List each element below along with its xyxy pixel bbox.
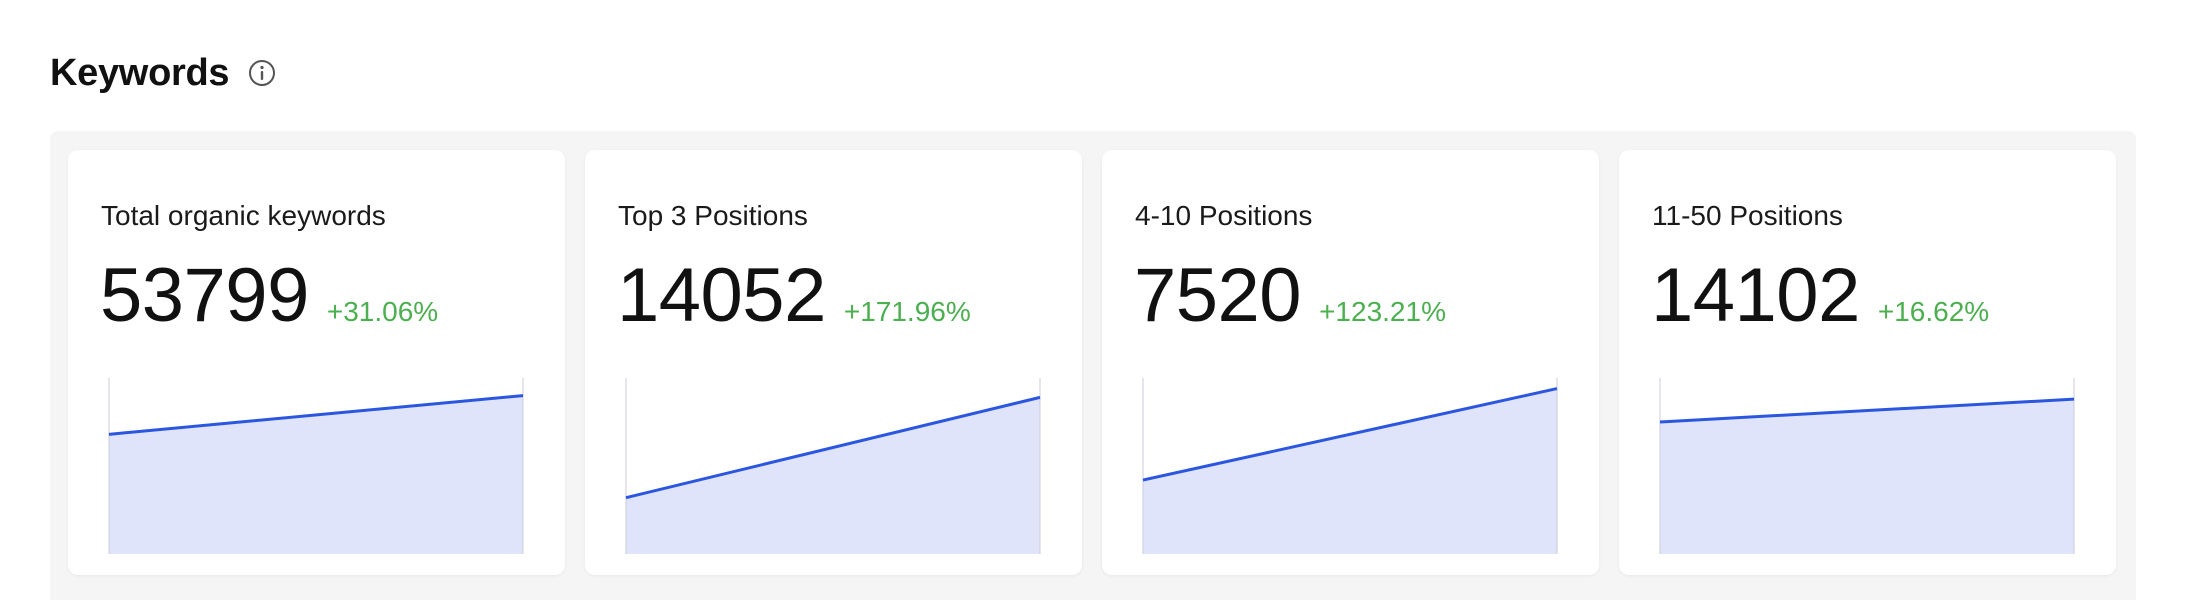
card-value: 7520 [1134, 253, 1302, 338]
info-icon[interactable] [247, 58, 277, 88]
card-top-3-positions: Top 3 Positions 14052 +171.96% [585, 150, 1082, 575]
card-change: +31.06% [326, 296, 439, 327]
section-title: Keywords [50, 51, 230, 94]
sparkline-chart [625, 378, 1041, 554]
card-title: Top 3 Positions [618, 200, 808, 231]
card-change: +171.96% [843, 296, 971, 327]
card-value: 14052 [617, 253, 826, 338]
card-total-organic-keywords: Total organic keywords 53799 +31.06% [68, 150, 565, 575]
card-11-50-positions: 11-50 Positions 14102 +16.62% [1619, 150, 2116, 575]
sparkline-line [108, 394, 524, 436]
card-title: Total organic keywords [101, 200, 386, 231]
card-value: 53799 [100, 253, 309, 338]
section-header: Keywords [50, 48, 277, 98]
sparkline-chart [1142, 378, 1558, 554]
sparkline-area [1660, 399, 2074, 554]
sparkline-line [1659, 397, 2075, 424]
card-title: 4-10 Positions [1135, 200, 1313, 231]
sparkline-area [626, 397, 1040, 554]
sparkline-line [1142, 387, 1558, 482]
sparkline-chart [1659, 378, 2075, 554]
card-change: +16.62% [1877, 296, 1990, 327]
sparkline-chart [108, 378, 524, 554]
card-title: 11-50 Positions [1652, 200, 1843, 231]
keywords-panel: Total organic keywords 53799 +31.06% Top… [50, 131, 2136, 600]
sparkline-area [109, 395, 523, 554]
card-value: 14102 [1651, 253, 1860, 338]
sparkline-line [625, 395, 1041, 500]
card-4-10-positions: 4-10 Positions 7520 +123.21% [1102, 150, 1599, 575]
sparkline-area [1143, 388, 1557, 554]
card-change: +123.21% [1319, 296, 1446, 327]
